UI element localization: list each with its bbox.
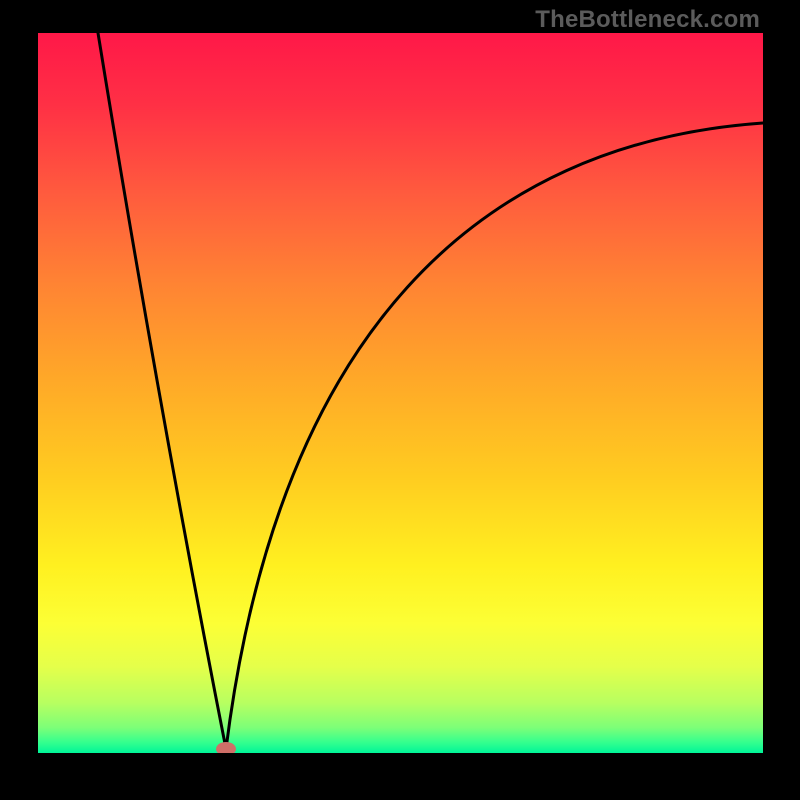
plot-area [38,33,763,753]
vertex-marker [216,742,236,753]
bottleneck-curve [38,33,763,753]
chart-frame: TheBottleneck.com [0,0,800,800]
watermark-text: TheBottleneck.com [535,6,760,34]
